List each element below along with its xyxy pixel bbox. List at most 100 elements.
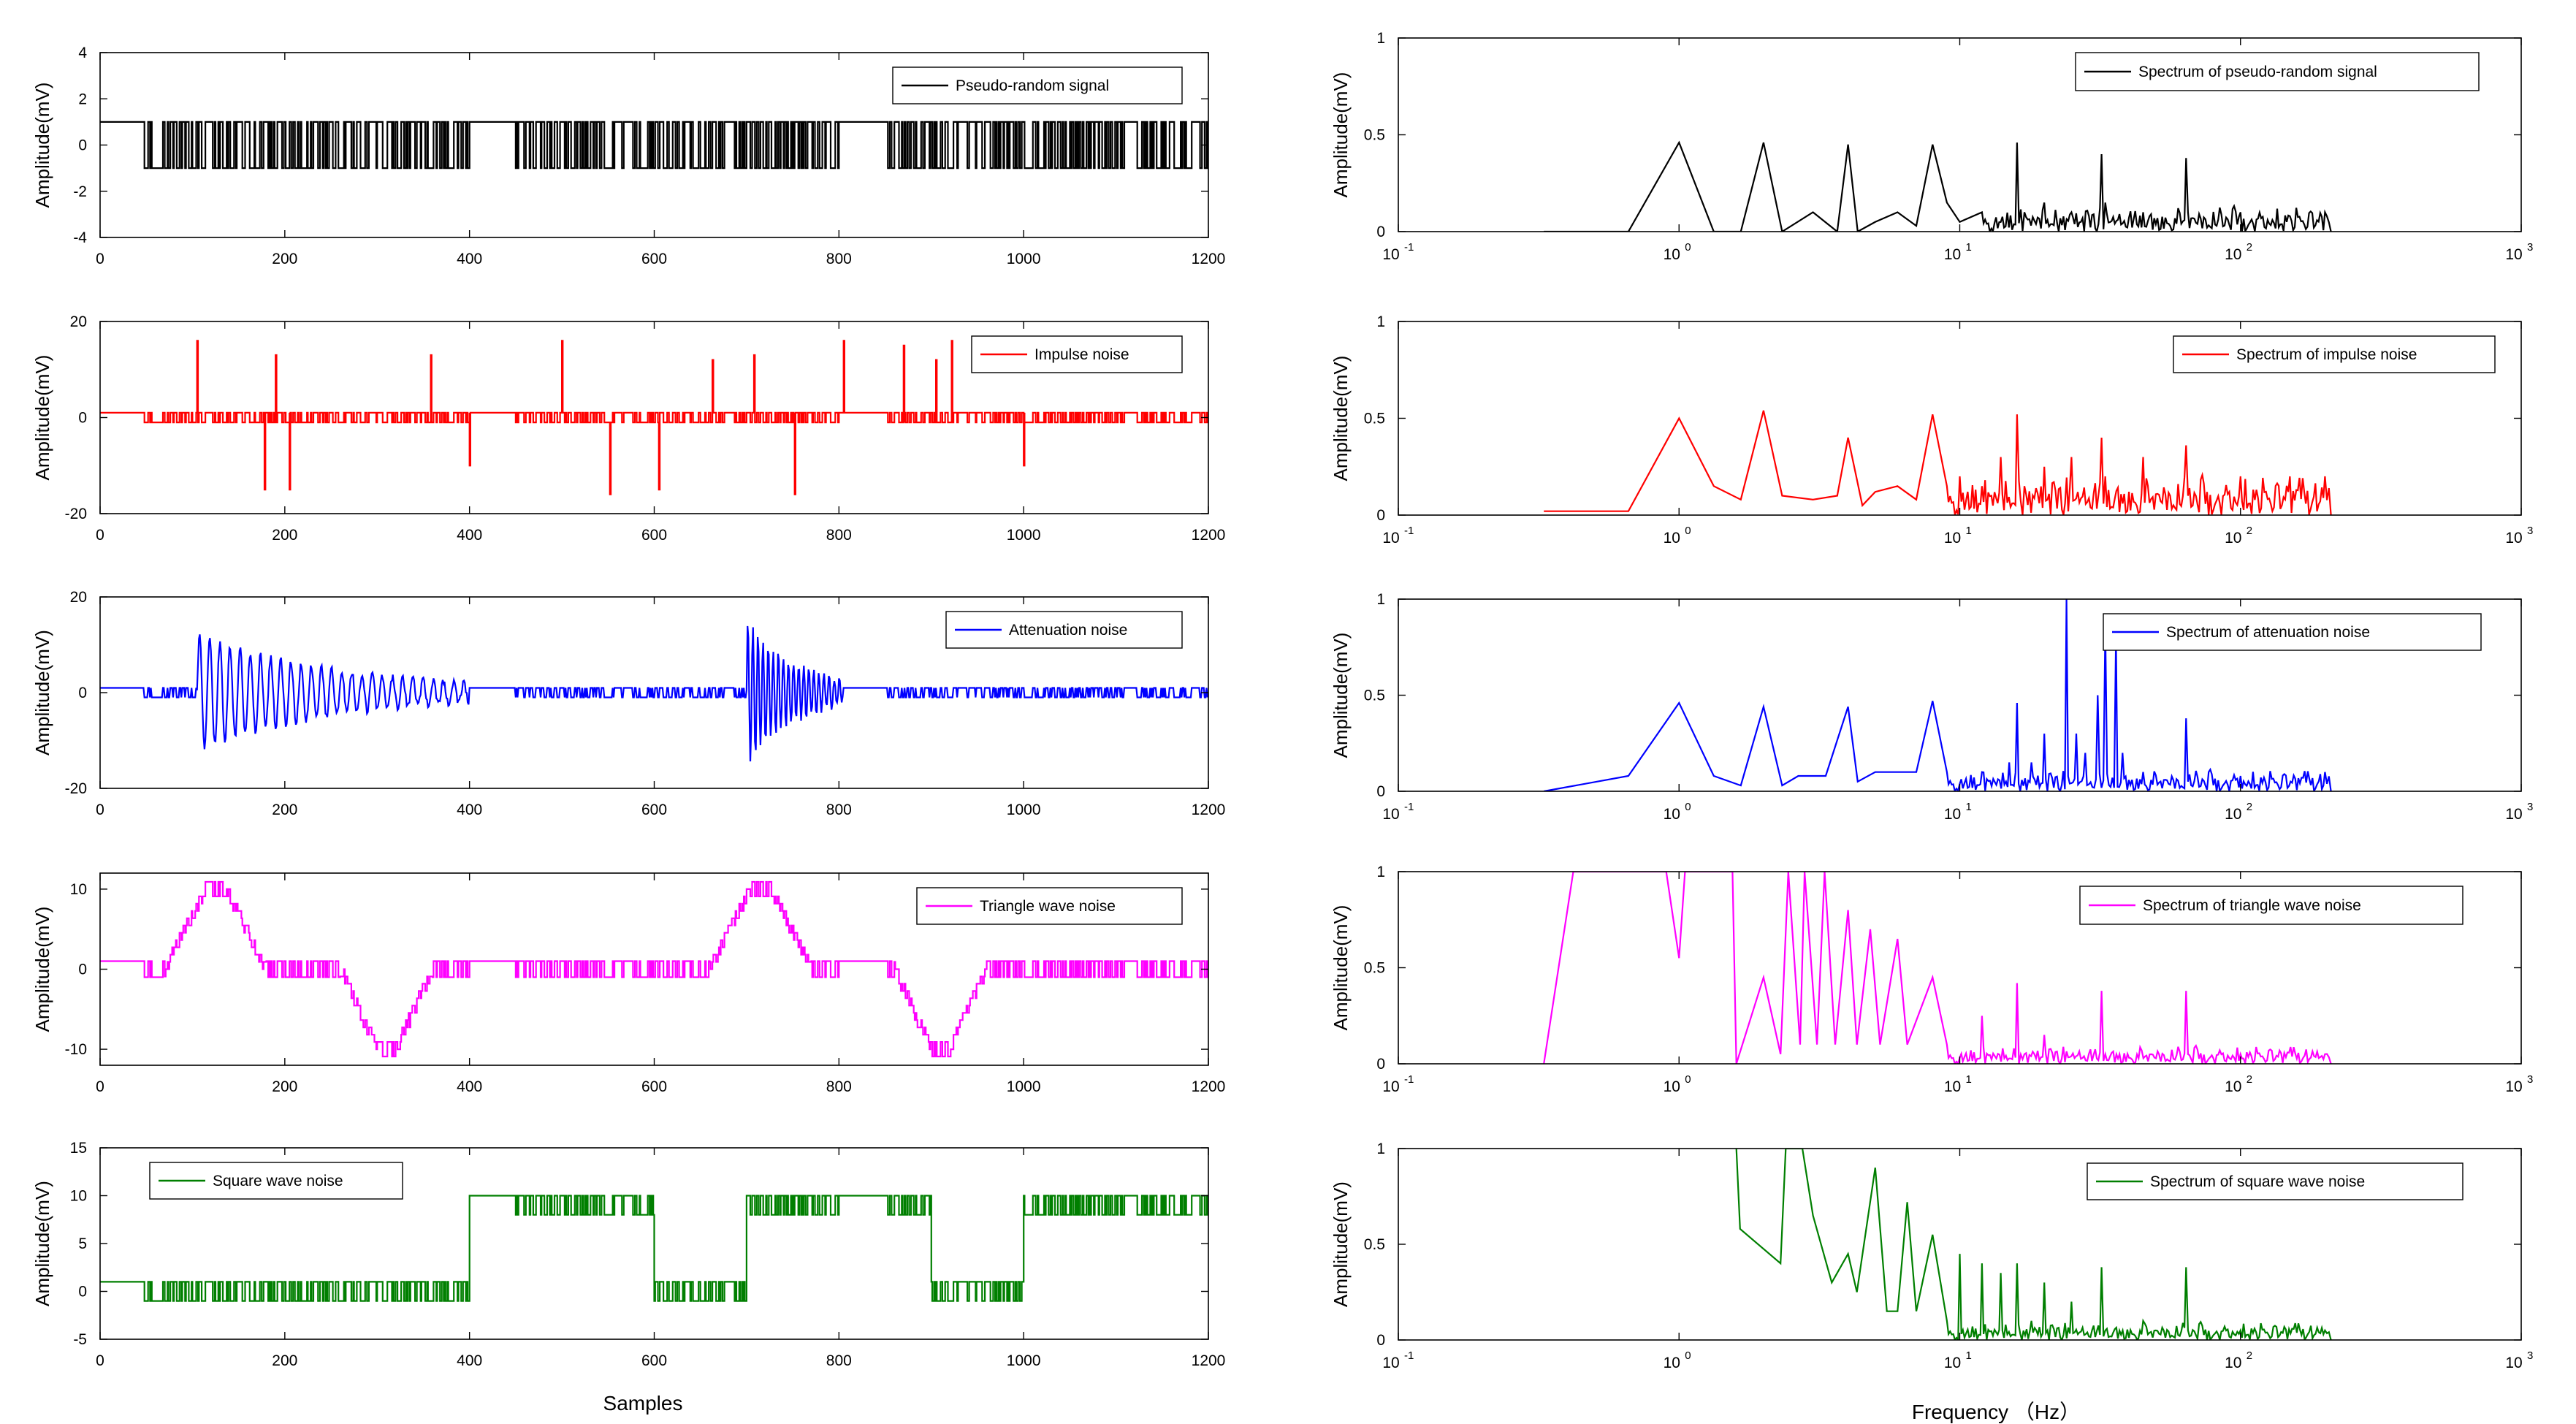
- y-axis-label: Amplitude(mV): [31, 355, 53, 481]
- chart-left3: 0 200 400 600 800 1000 1200 -20 0 20 Amplitude(mV)…: [31, 589, 1225, 818]
- series-line: [1735, 1149, 2332, 1340]
- y-axis-label: Amplitude(mV): [31, 1181, 53, 1306]
- x-tick-label: 1200: [1192, 251, 1226, 267]
- x-tick-label: 10: [1664, 1078, 1680, 1095]
- y-axis-label: Amplitude(mV): [1330, 633, 1352, 758]
- legend-label: Spectrum of impulse noise: [2236, 346, 2417, 363]
- x-tick-label: 800: [826, 1078, 852, 1095]
- y-tick-label: 0: [78, 962, 87, 978]
- series-line: [100, 880, 1208, 1058]
- x-tick-label: 400: [457, 527, 482, 544]
- legend-label: Spectrum of triangle wave noise: [2143, 897, 2361, 914]
- x-tick-label: 10: [2505, 246, 2522, 263]
- x-tick-label: 10: [2225, 246, 2241, 263]
- x-tick-exponent: 2: [2247, 525, 2252, 537]
- x-tick-exponent: 2: [2247, 1349, 2252, 1362]
- x-tick-label: 10: [1382, 1355, 1399, 1371]
- x-tick-label: 600: [641, 1078, 667, 1095]
- chart-left1: 0 200 400 600 800 1000 1200 -4 -2 0 2 4 Amplitude(mV…: [31, 45, 1225, 267]
- x-tick-label: 10: [2505, 530, 2522, 547]
- x-tick-label: 10: [1944, 1078, 1961, 1095]
- legend-label: Spectrum of square wave noise: [2150, 1173, 2365, 1190]
- x-tick-label: 10: [2225, 806, 2241, 823]
- chart-left5: 0 200 400 600 800 1000 1200 -5 0 5 10 15 Amplitude(m…: [31, 1140, 1225, 1415]
- x-tick-exponent: 2: [2247, 801, 2252, 813]
- legend-box: [2103, 613, 2482, 651]
- x-tick-label: 10: [1944, 806, 1961, 823]
- x-tick-exponent: 1: [1966, 241, 1972, 254]
- legend-box: [2079, 886, 2463, 925]
- x-tick-exponent: 0: [1685, 241, 1691, 254]
- x-tick-exponent: 3: [2527, 1349, 2533, 1362]
- chart-right4: 10 -1 10 0 10 1 10 2 10 3 0 0.5 1 Amplitude(mV) Spectr…: [1330, 864, 2533, 1095]
- x-tick-label: 10: [2225, 1078, 2241, 1095]
- legend-label: Triangle wave noise: [980, 898, 1116, 915]
- x-tick-label: 1200: [1192, 527, 1226, 544]
- x-tick-exponent: 0: [1685, 801, 1691, 813]
- x-tick-label: 10: [2225, 1355, 2241, 1371]
- x-tick-label: 200: [272, 1352, 297, 1369]
- chart-right3: 10 -1 10 0 10 1 10 2 10 3 0 0.5 1 Amplitude(mV) Spectr…: [1330, 591, 2533, 823]
- chart-right1: 10 -1 10 0 10 1 10 2 10 3 0 0.5 1 Amplitude(mV) Spectr…: [1330, 30, 2533, 263]
- legend-label: Square wave noise: [213, 1173, 343, 1189]
- y-tick-label: 4: [78, 45, 87, 61]
- x-tick-label: 10: [1382, 1078, 1399, 1095]
- x-tick-label: 800: [826, 802, 852, 818]
- y-tick-label: 15: [70, 1140, 87, 1157]
- x-tick-label: 10: [1944, 530, 1961, 547]
- x-tick-exponent: 0: [1685, 525, 1691, 537]
- y-tick-label: 0.5: [1364, 411, 1385, 427]
- y-tick-label: 20: [70, 589, 87, 606]
- x-tick-exponent: 3: [2527, 525, 2533, 537]
- x-tick-exponent: 2: [2247, 241, 2252, 254]
- x-tick-label: 600: [641, 251, 667, 267]
- x-tick-label: 10: [1664, 806, 1680, 823]
- x-tick-label: 200: [272, 1078, 297, 1095]
- x-tick-exponent: 1: [1966, 801, 1972, 813]
- x-tick-label: 400: [457, 1078, 482, 1095]
- y-axis-label: Amplitude(mV): [1330, 356, 1352, 481]
- y-tick-label: 0: [1376, 1332, 1385, 1349]
- x-tick-label: 0: [96, 1078, 104, 1095]
- x-tick-label: 1000: [1007, 1078, 1041, 1095]
- legend-box: [2087, 1162, 2463, 1200]
- x-tick-label: 10: [2505, 1355, 2522, 1371]
- x-tick-exponent: -1: [1404, 801, 1414, 813]
- y-tick-label: 0.5: [1364, 127, 1385, 144]
- x-tick-label: 800: [826, 251, 852, 267]
- series-line: [100, 1195, 1208, 1302]
- series-line: [1543, 872, 2332, 1064]
- x-tick-label: 10: [2505, 1078, 2522, 1095]
- x-tick-label: 800: [826, 527, 852, 544]
- x-tick-label: 10: [2505, 806, 2522, 823]
- y-tick-label: 0: [78, 1284, 87, 1301]
- x-tick-label: 400: [457, 251, 482, 267]
- y-tick-label: 0: [78, 137, 87, 154]
- legend-label: Attenuation noise: [1009, 622, 1127, 639]
- x-tick-label: 600: [641, 802, 667, 818]
- chart-right5: 10 -1 10 0 10 1 10 2 10 3 0 0.5 1 Amplitude(mV) Freque…: [1330, 1141, 2533, 1423]
- x-tick-label: 0: [96, 527, 104, 544]
- x-tick-label: 1200: [1192, 1078, 1226, 1095]
- y-tick-label: 0: [1376, 1056, 1385, 1073]
- x-tick-exponent: 3: [2527, 241, 2533, 254]
- x-tick-label: 1000: [1007, 1352, 1041, 1369]
- y-tick-label: 0: [1376, 507, 1385, 524]
- x-tick-exponent: 1: [1966, 1349, 1972, 1362]
- y-axis-label: Amplitude(mV): [31, 630, 53, 755]
- x-tick-label: 10: [1944, 246, 1961, 263]
- y-tick-label: -5: [73, 1331, 87, 1348]
- chart-left2: 0 200 400 600 800 1000 1200 -20 0 20 Amplitude(mV)…: [31, 313, 1225, 544]
- legend-label: Pseudo-random signal: [956, 77, 1109, 94]
- legend-label: Impulse noise: [1034, 346, 1129, 363]
- x-axis-label: Frequency （Hz）: [1912, 1401, 2080, 1423]
- y-tick-label: 1: [1376, 864, 1385, 880]
- y-tick-label: 10: [70, 881, 87, 898]
- series-line: [1544, 410, 2332, 515]
- x-tick-exponent: 3: [2527, 801, 2533, 813]
- series-line: [100, 625, 1208, 762]
- x-tick-label: 1000: [1007, 802, 1041, 818]
- x-tick-label: 600: [641, 527, 667, 544]
- legend-label: Spectrum of attenuation noise: [2166, 624, 2370, 641]
- x-tick-label: 0: [96, 251, 104, 267]
